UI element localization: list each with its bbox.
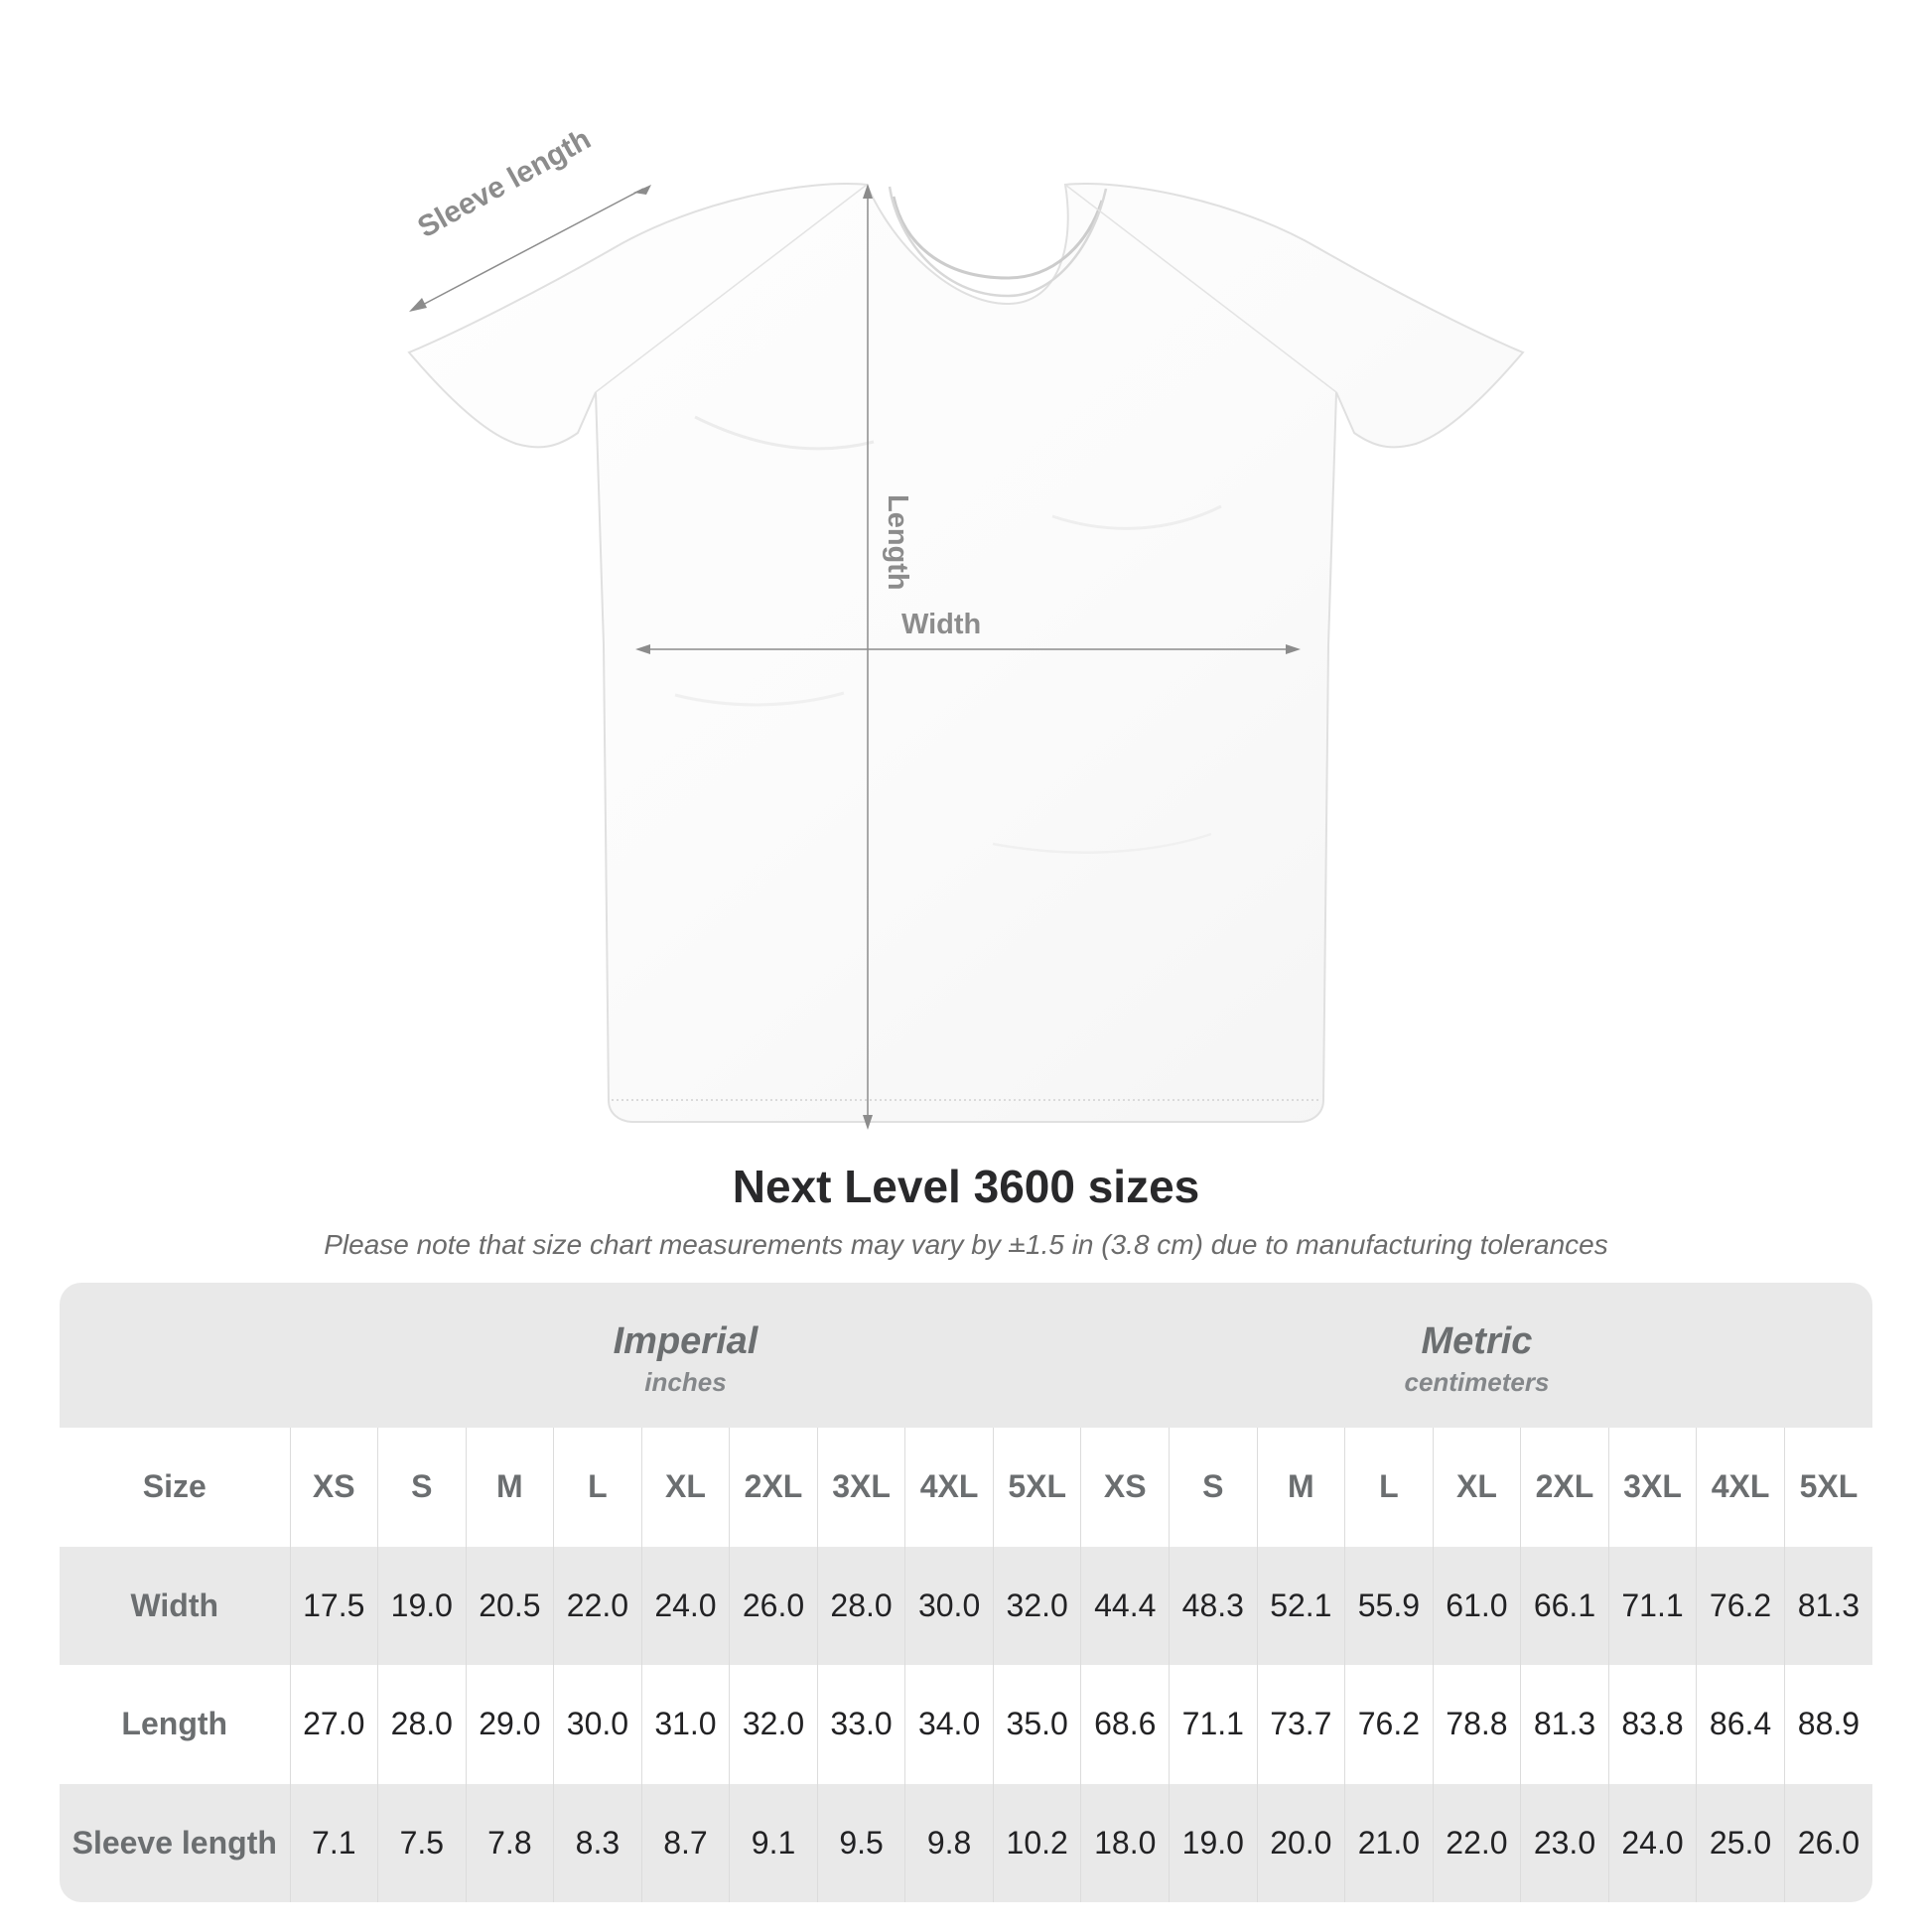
svg-text:Width: Width [901, 609, 981, 640]
svg-text:Length: Length [882, 494, 913, 591]
svg-text:Sleeve length: Sleeve length [412, 122, 596, 244]
